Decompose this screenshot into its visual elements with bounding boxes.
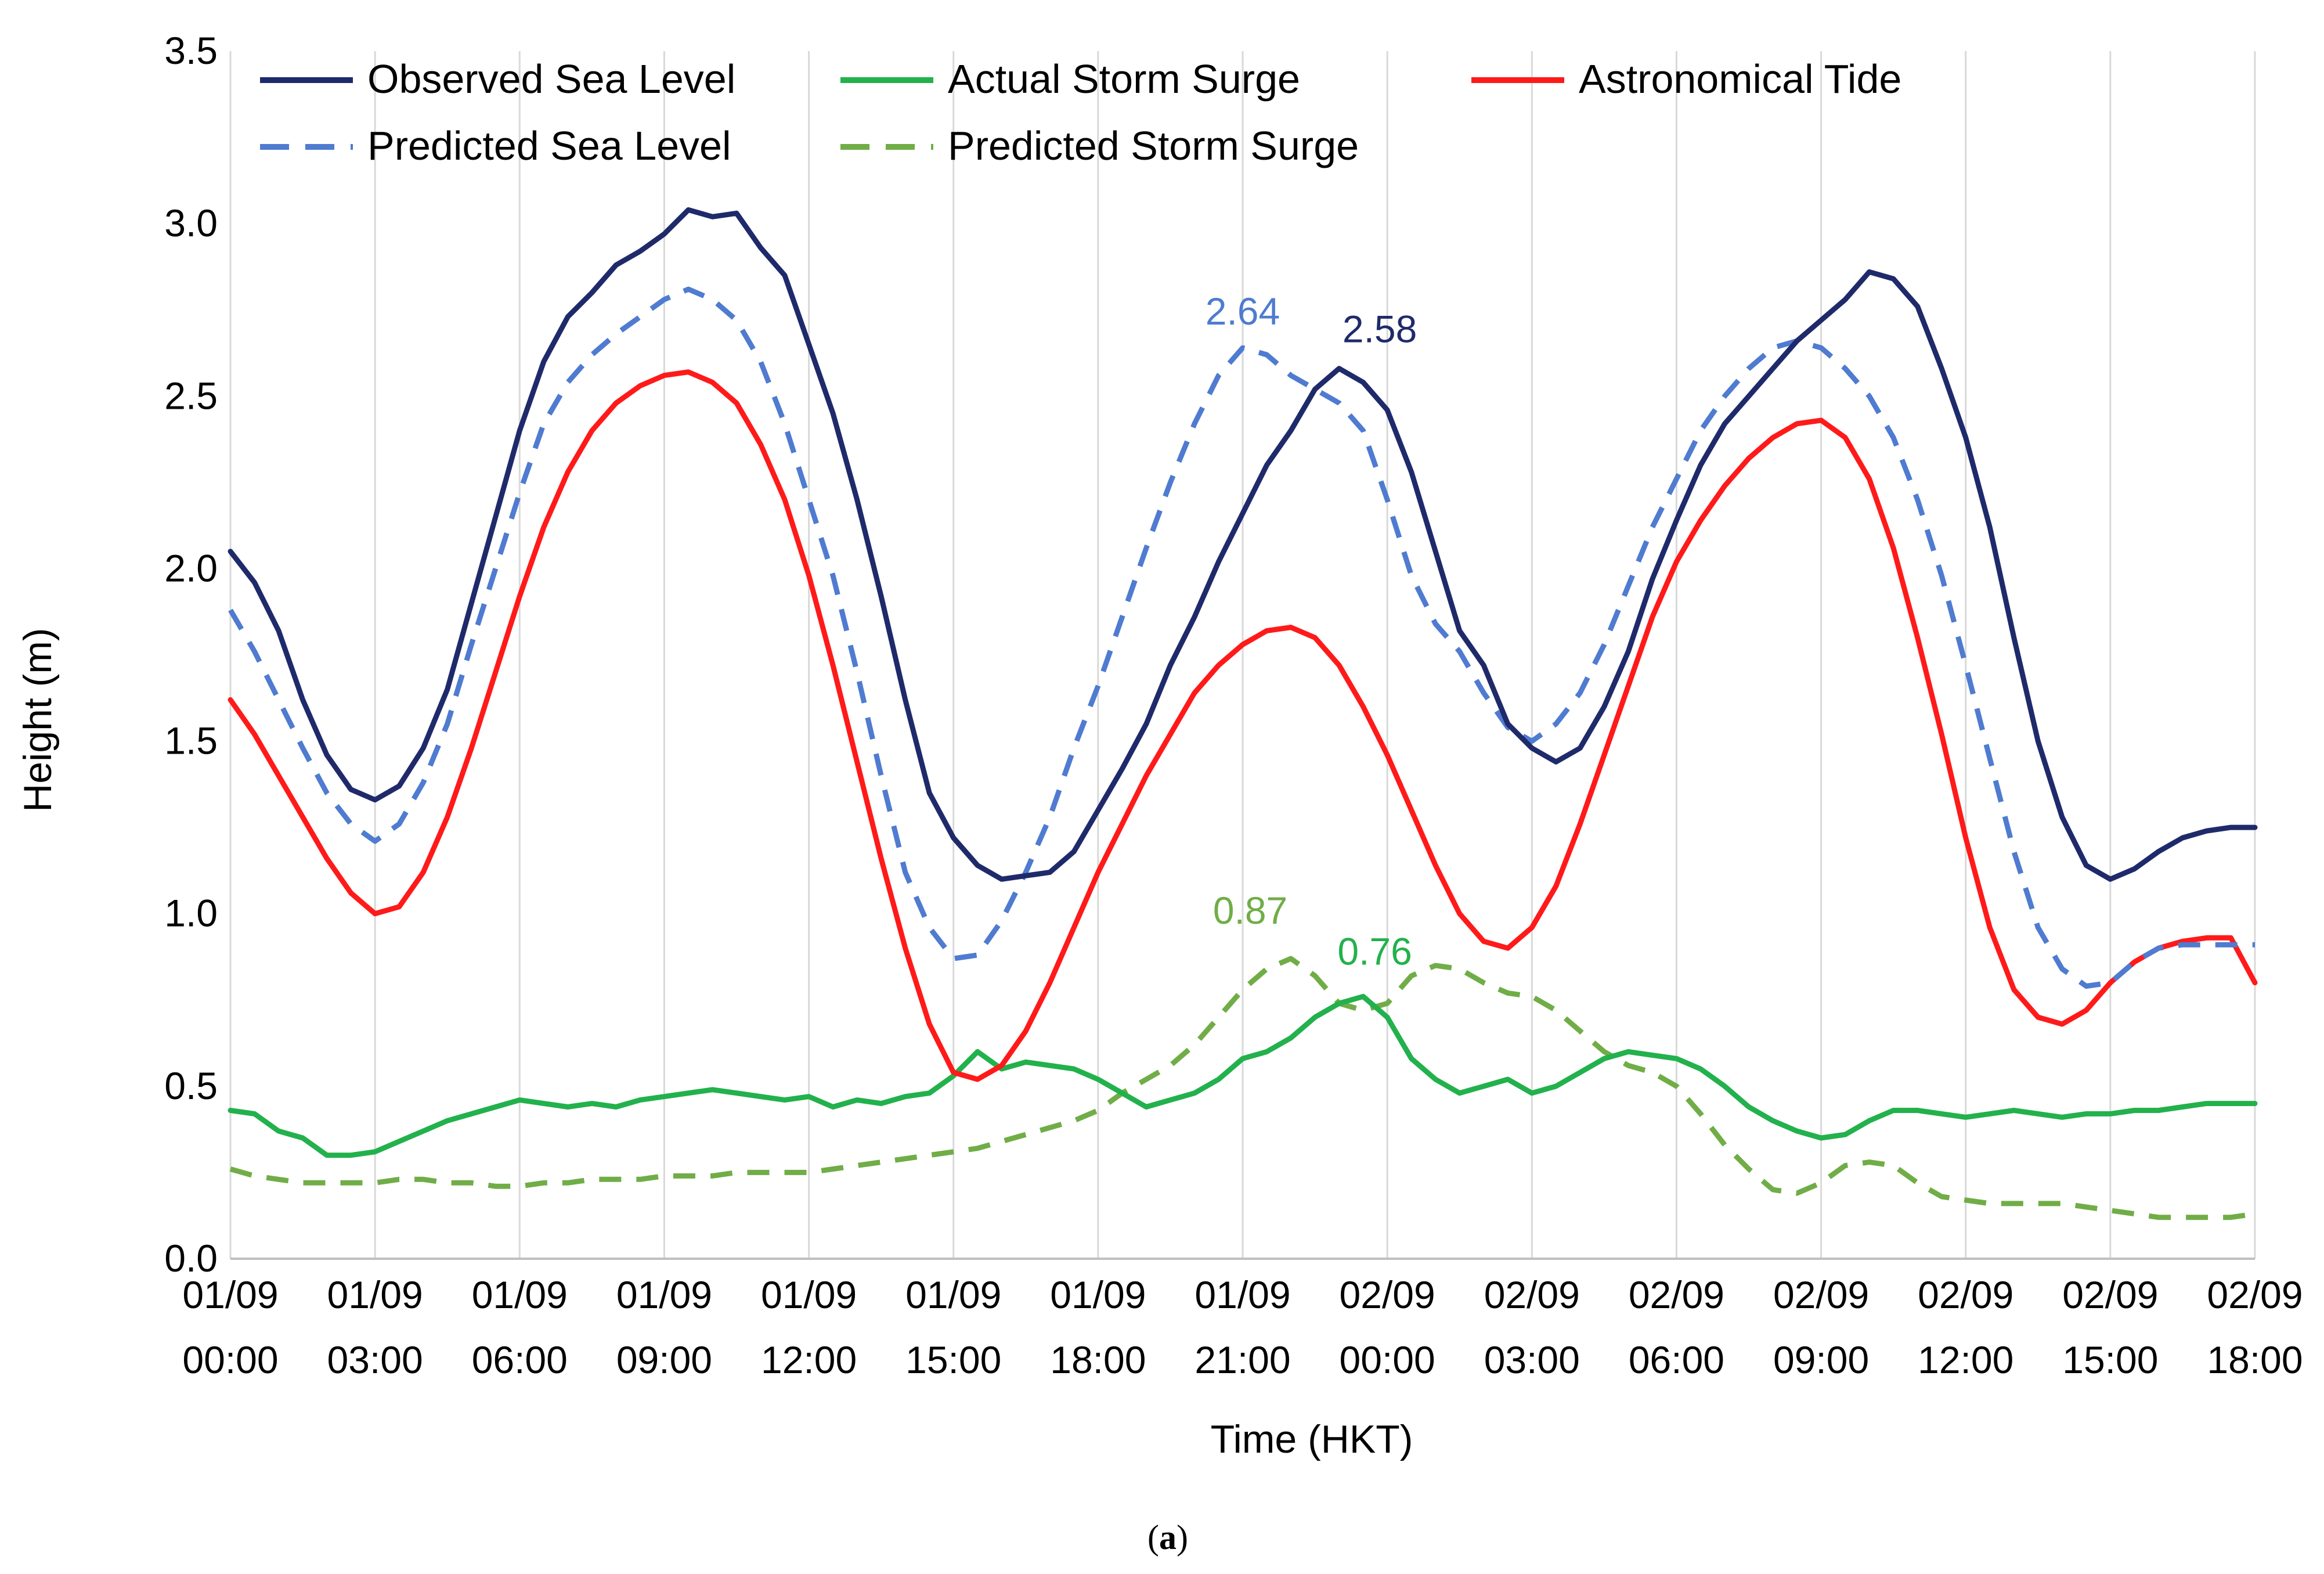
x-tick-date: 01/09 [1050, 1273, 1146, 1316]
legend-label-observed-sea-level: Observed Sea Level [367, 56, 735, 102]
y-tick-label: 0.0 [164, 1237, 218, 1280]
peak-annotations: 2.64 2.58 0.87 0.76 [1206, 290, 1417, 973]
x-tick-date: 02/09 [1629, 1273, 1724, 1316]
x-tick-time: 09:00 [1773, 1338, 1869, 1381]
x-tick-label: 01/09 15:00 [905, 1273, 1001, 1381]
x-tick-time: 06:00 [472, 1338, 568, 1381]
x-tick-date: 02/09 [1918, 1273, 2013, 1316]
legend-label-predicted-storm-surge: Predicted Storm Surge [948, 123, 1359, 168]
x-tick-label: 01/09 03:00 [327, 1273, 423, 1381]
x-tick-label: 02/09 06:00 [1629, 1273, 1724, 1381]
legend-label-actual-storm-surge: Actual Storm Surge [948, 56, 1300, 102]
series-line-predicted-sea-level [228, 286, 2255, 989]
legend-item-actual-storm-surge: Actual Storm Surge [840, 56, 1300, 102]
x-tick-date: 02/09 [2062, 1273, 2158, 1316]
series-line-predicted-storm-surge [229, 956, 2256, 1220]
y-tick-label: 1.5 [164, 719, 218, 762]
series-lines [228, 207, 2258, 1220]
y-tick-label: 2.0 [164, 546, 218, 589]
x-tick-time: 12:00 [1918, 1338, 2013, 1381]
legend-item-observed-sea-level: Observed Sea Level [260, 56, 735, 102]
x-tick-label: 01/09 12:00 [761, 1273, 857, 1381]
axes: 01/09 00:00 01/09 03:00 01/09 06:00 01/09 09:00… [164, 29, 2303, 1381]
x-tick-date: 01/09 [1195, 1273, 1290, 1316]
x-tick-date: 01/09 [905, 1273, 1001, 1316]
x-tick-date: 01/09 [327, 1273, 423, 1316]
x-tick-label: 01/09 06:00 [472, 1273, 568, 1381]
legend: Observed Sea Level Predicted Sea Level Act… [260, 56, 1901, 168]
y-axis-title: Height (m) [16, 628, 60, 812]
x-tick-label: 01/09 21:00 [1195, 1273, 1290, 1381]
x-tick-time: 15:00 [2062, 1338, 2158, 1381]
x-tick-label: 02/09 09:00 [1773, 1273, 1869, 1381]
y-tick-label: 1.0 [164, 892, 218, 935]
annotation-peak-predicted-storm-surge: 0.87 [1213, 889, 1287, 932]
x-tick-time: 18:00 [1050, 1338, 1146, 1381]
figure-caption: (a) [1147, 1518, 1188, 1557]
series-line-observed-sea-level [228, 207, 2258, 882]
x-tick-date: 02/09 [2207, 1273, 2303, 1316]
x-tick-label: 02/09 15:00 [2062, 1273, 2158, 1381]
figure-caption-letter: a [1159, 1518, 1177, 1557]
x-tick-label: 01/09 18:00 [1050, 1273, 1146, 1381]
series-line-astronomical-tide [228, 369, 2258, 1082]
x-tick-time: 09:00 [616, 1338, 712, 1381]
y-tick-label: 3.0 [164, 201, 218, 244]
x-tick-label: 02/09 00:00 [1340, 1273, 1435, 1381]
y-tick-label: 3.5 [164, 29, 218, 72]
annotation-peak-observed-sea-level: 2.58 [1343, 308, 1417, 351]
x-tick-time: 00:00 [182, 1338, 278, 1381]
x-tick-date: 01/09 [761, 1273, 857, 1316]
annotation-peak-predicted-sea-level: 2.64 [1206, 290, 1280, 333]
x-tick-date: 01/09 [616, 1273, 712, 1316]
x-tick-time: 03:00 [1484, 1338, 1580, 1381]
x-tick-label: 01/09 09:00 [616, 1273, 712, 1381]
x-axis-title: Time (HKT) [1211, 1417, 1413, 1461]
legend-label-astronomical-tide: Astronomical Tide [1579, 56, 1901, 102]
x-tick-date: 02/09 [1340, 1273, 1435, 1316]
x-tick-time: 21:00 [1195, 1338, 1290, 1381]
x-tick-time: 06:00 [1629, 1338, 1724, 1381]
series-line-actual-storm-surge [228, 993, 2258, 1158]
x-tick-time: 15:00 [905, 1338, 1001, 1381]
x-tick-label: 01/09 00:00 [182, 1273, 278, 1381]
x-tick-time: 03:00 [327, 1338, 423, 1381]
x-tick-label: 02/09 18:00 [2207, 1273, 2303, 1381]
x-tick-time: 18:00 [2207, 1338, 2303, 1381]
x-tick-date: 01/09 [182, 1273, 278, 1316]
x-tick-label: 02/09 12:00 [1918, 1273, 2013, 1381]
x-tick-time: 12:00 [761, 1338, 857, 1381]
legend-label-predicted-sea-level: Predicted Sea Level [367, 123, 731, 168]
annotation-peak-actual-storm-surge: 0.76 [1337, 930, 1412, 973]
legend-item-predicted-sea-level: Predicted Sea Level [260, 123, 731, 168]
x-tick-date: 02/09 [1773, 1273, 1869, 1316]
legend-item-predicted-storm-surge: Predicted Storm Surge [840, 123, 1359, 168]
x-tick-date: 02/09 [1484, 1273, 1580, 1316]
x-tick-date: 01/09 [472, 1273, 568, 1316]
legend-item-astronomical-tide: Astronomical Tide [1471, 56, 1901, 102]
x-tick-label: 02/09 03:00 [1484, 1273, 1580, 1381]
x-tick-time: 00:00 [1340, 1338, 1435, 1381]
y-tick-label: 0.5 [164, 1064, 218, 1107]
y-tick-label: 2.5 [164, 374, 218, 417]
